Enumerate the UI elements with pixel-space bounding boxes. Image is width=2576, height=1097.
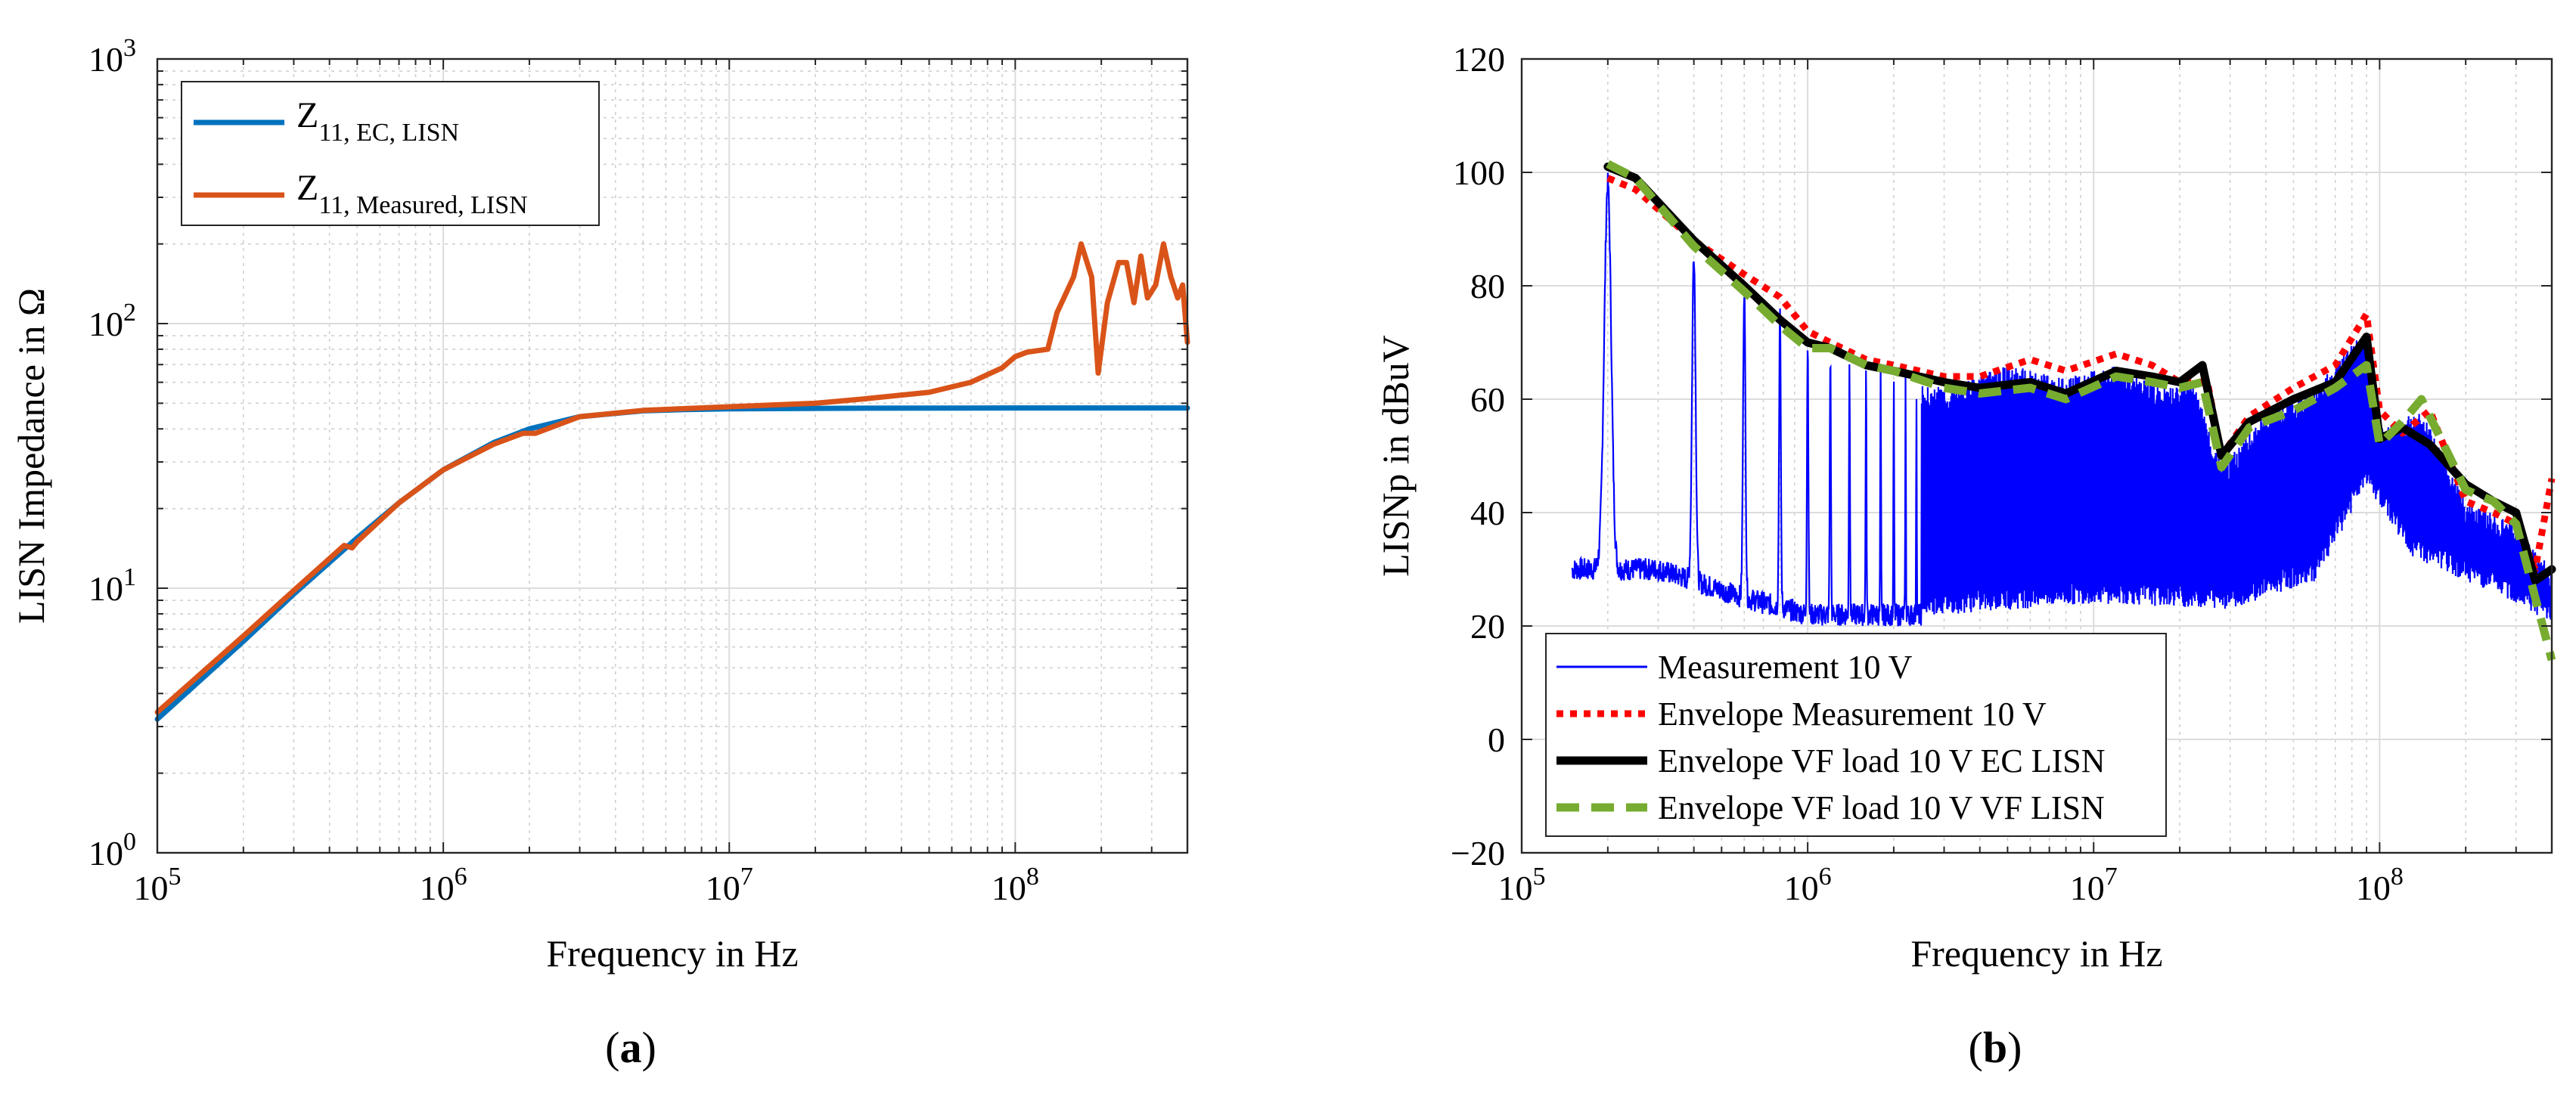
- panel-a-x-axis-label: Frequency in Hz: [546, 932, 798, 975]
- panel-a-legend-entry: Z11, EC, LISN: [296, 95, 459, 147]
- panel-b-series-envelope-vf-lisn-line: [1606, 160, 2556, 662]
- panel-a-series-measured-lisn-line: [154, 241, 1190, 715]
- panel-a-legend: Z11, EC, LISN Z11, Measured, LISN: [181, 81, 600, 226]
- panel-a-x-tick-label: 108: [992, 863, 1039, 907]
- panel-b-legend-entry: Envelope Measurement 10 V: [1658, 696, 2047, 733]
- panel-b-caption: (b): [1969, 1023, 2022, 1072]
- panel-a-x-tick-label: 107: [706, 863, 753, 907]
- panel-a-x-tick-label: 105: [134, 863, 182, 907]
- panel-b-x-tick-label: 106: [1784, 863, 1832, 907]
- panel-b-legend: Measurement 10 V Envelope Measurement 10 …: [1545, 633, 2167, 837]
- panel-b-x-tick-label: 105: [1498, 863, 1546, 907]
- panel-b-legend-box: [1545, 633, 2167, 837]
- panel-b-lisnp-chart: 105 106 107 108 −20 0 20 40 60 80 100 120 Frequency …: [1374, 40, 2556, 975]
- panel-a-series-ec-lisn-line: [154, 405, 1190, 722]
- panel-b-series-envelope-ec-lisn-line: [1603, 163, 2556, 585]
- panel-b-series-measurement-line: [1571, 172, 2553, 627]
- panel-b-legend-entry: Measurement 10 V: [1658, 649, 1913, 686]
- panel-a-grid: [157, 59, 1188, 854]
- panel-a-plot-frame: [156, 57, 1189, 854]
- panel-b-plot-frame: [1520, 57, 2553, 854]
- panel-b-y-axis-label: LISNp in dBuV: [1374, 335, 1417, 576]
- panel-b-series-envelope-measurement-line: [1606, 175, 2556, 573]
- panel-a-x-tick-label: 106: [420, 863, 467, 907]
- panel-b-x-tick-label: 107: [2070, 863, 2118, 907]
- panel-b-x-axis-label: Frequency in Hz: [1910, 932, 2162, 975]
- panel-b-y-tick-label: 60: [1470, 380, 1505, 419]
- panel-b-y-tick-label: 80: [1470, 267, 1505, 305]
- panel-b-x-tick-label: 108: [2356, 863, 2404, 907]
- panel-b-y-tick-label: 20: [1470, 607, 1505, 646]
- panel-a-y-axis-label: LISN Impedance in Ω: [10, 288, 52, 624]
- panel-b-y-tick-label: −20: [1451, 834, 1505, 872]
- panel-a-legend-box: [181, 81, 600, 226]
- panel-b-y-tick-label: 100: [1453, 153, 1505, 192]
- panel-b-y-tick-label: 40: [1470, 494, 1505, 532]
- panel-a-legend-entry: Z11, Measured, LISN: [296, 168, 528, 219]
- panel-a-y-tick-label: 102: [88, 299, 136, 343]
- panel-b-legend-entry: Envelope VF load 10 V EC LISN: [1658, 742, 2106, 779]
- panel-a-impedance-chart: 105 106 107 108 100 101 102 103 Frequency in Hz L…: [10, 34, 1190, 975]
- panel-b-y-tick-label: 120: [1453, 40, 1505, 79]
- panel-b-y-tick-label: 0: [1488, 720, 1505, 759]
- panel-b-legend-entry: Envelope VF load 10 V VF LISN: [1658, 789, 2105, 826]
- panel-a-y-tick-label: 103: [88, 34, 136, 79]
- panel-a-y-tick-label: 100: [88, 828, 136, 872]
- panel-a-caption: (a): [605, 1023, 656, 1072]
- panel-a-y-tick-label: 101: [88, 563, 136, 608]
